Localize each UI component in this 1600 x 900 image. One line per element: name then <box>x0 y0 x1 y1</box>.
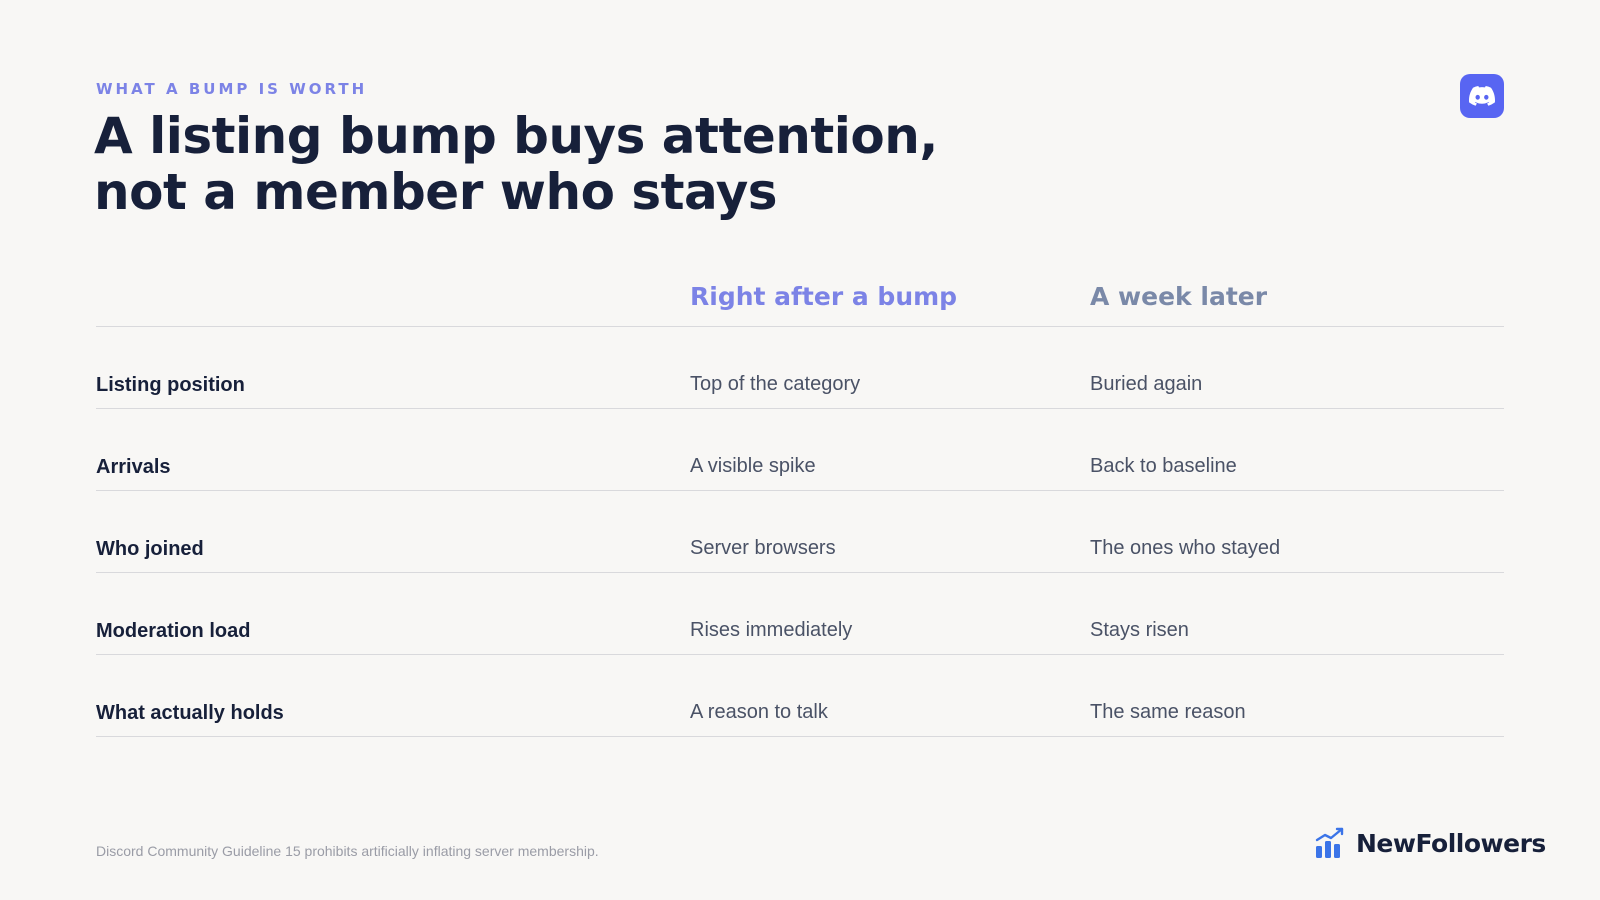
title-line-1: A listing bump buys attention, <box>94 107 938 165</box>
page-title: A listing bump buys attention, not a mem… <box>94 108 938 220</box>
table-row: What actually holds A reason to talk The… <box>96 655 1504 737</box>
table-row: Moderation load Rises immediately Stays … <box>96 573 1504 655</box>
cell-right-after: Server browsers <box>690 537 836 559</box>
column-header-right-after: Right after a bump <box>690 282 958 311</box>
table-row: Arrivals A visible spike Back to baselin… <box>96 409 1504 491</box>
cell-week-later: Stays risen <box>1090 619 1189 641</box>
cell-week-later: The ones who stayed <box>1090 537 1281 559</box>
growth-chart-icon <box>1315 827 1344 858</box>
cell-week-later: The same reason <box>1090 701 1246 723</box>
cell-week-later: Back to baseline <box>1090 455 1237 477</box>
column-header-week-later: A week later <box>1090 282 1268 311</box>
brand-name: NewFollowers <box>1356 828 1546 858</box>
cell-right-after: A visible spike <box>690 455 816 477</box>
comparison-table: Right after a bump A week later Listing … <box>96 270 1504 737</box>
row-label: Arrivals <box>96 456 171 478</box>
table-row: Listing position Top of the category Bur… <box>96 327 1504 409</box>
footnote: Discord Community Guideline 15 prohibits… <box>96 843 599 859</box>
table-header: Right after a bump A week later <box>96 270 1504 327</box>
eyebrow-label: WHAT A BUMP IS WORTH <box>96 80 368 98</box>
cell-week-later: Buried again <box>1090 373 1203 395</box>
row-label: Moderation load <box>96 620 251 642</box>
row-label: Listing position <box>96 374 245 396</box>
table-row: Who joined Server browsers The ones who … <box>96 491 1504 573</box>
cell-right-after: Rises immediately <box>690 619 853 641</box>
cell-right-after: A reason to talk <box>690 701 828 723</box>
row-label: Who joined <box>96 538 204 560</box>
discord-badge <box>1460 74 1504 118</box>
brand-logo: NewFollowers <box>1314 826 1546 860</box>
title-line-2: not a member who stays <box>94 163 778 221</box>
cell-right-after: Top of the category <box>690 373 861 395</box>
discord-icon <box>1469 86 1495 106</box>
row-label: What actually holds <box>96 702 284 724</box>
